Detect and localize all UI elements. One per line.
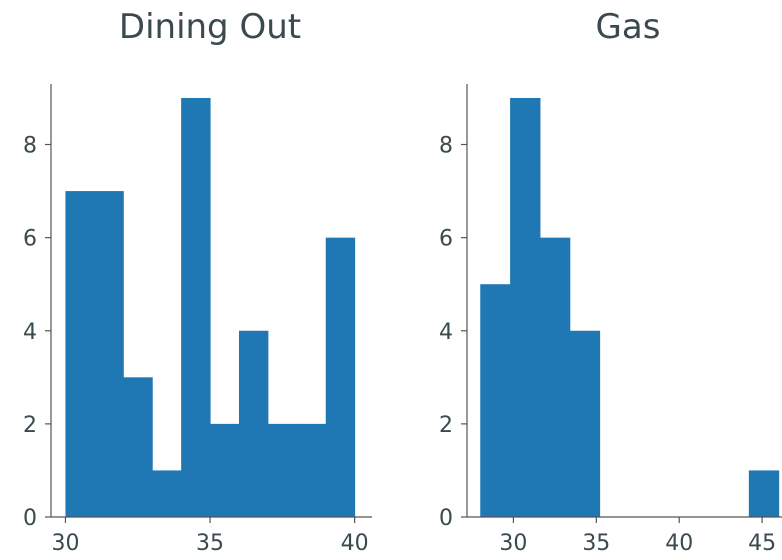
histogram-bar [325, 237, 356, 517]
gas-title: Gas [596, 7, 661, 47]
histogram-bar [569, 330, 601, 517]
y-tick-label: 8 [23, 134, 37, 159]
x-tick-label: 45 [748, 531, 776, 556]
y-tick-label: 4 [439, 320, 453, 345]
x-tick-label: 35 [582, 531, 610, 556]
x-tick-label: 30 [51, 531, 79, 556]
histogram-bar [480, 284, 511, 517]
x-tick-label: 35 [196, 531, 224, 556]
y-tick-label: 2 [23, 413, 37, 438]
y-tick-label: 4 [23, 320, 37, 345]
x-tick-label: 40 [341, 531, 369, 556]
histogram-bar [123, 377, 153, 517]
histogram-bar [267, 423, 298, 517]
y-tick-label: 8 [439, 134, 453, 159]
histogram-bar [94, 191, 124, 517]
dining-out-histogram: Dining Out 0 2 4 6 8 30 35 40 [23, 7, 372, 556]
y-tick-label: 0 [439, 506, 453, 531]
y-tick-label: 0 [23, 506, 37, 531]
histogram-bar [210, 423, 240, 517]
y-tick-label: 2 [439, 413, 453, 438]
histogram-bar [539, 237, 571, 517]
gas-histogram: Gas 0 2 4 6 8 30 35 40 45 [439, 7, 782, 556]
histogram-bar [510, 97, 541, 517]
x-tick-label: 30 [499, 531, 527, 556]
histogram-bar [152, 470, 182, 517]
histogram-bar [238, 330, 269, 517]
histogram-bar [748, 470, 780, 517]
histogram-bar [181, 97, 211, 517]
dining-out-title: Dining Out [119, 7, 301, 47]
x-tick-label: 40 [665, 531, 693, 556]
y-tick-label: 6 [439, 227, 453, 252]
histogram-bar [296, 423, 327, 517]
y-tick-label: 6 [23, 227, 37, 252]
histogram-bar [65, 191, 95, 517]
